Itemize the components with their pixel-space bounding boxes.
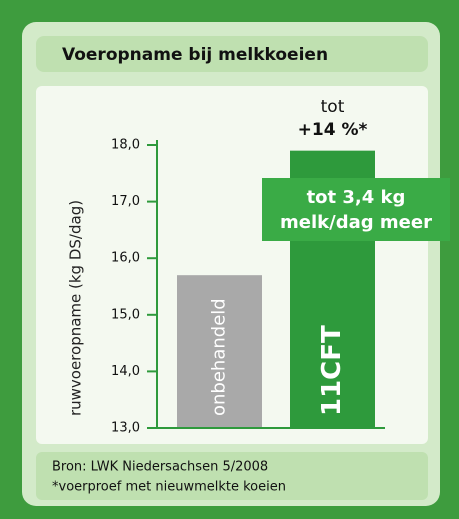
y-tick-label: 16,0 [111, 251, 140, 266]
bar-label: onbehandeld [209, 298, 230, 416]
callout: melk/dag meer [280, 212, 432, 233]
y-tick-label: 17,0 [111, 194, 140, 209]
y-tick-label: 13,0 [111, 421, 140, 436]
y-tick-label: 15,0 [111, 307, 140, 322]
bar [177, 275, 262, 428]
footer-note: *voerproef met nieuwmelkte koeien [52, 480, 286, 495]
chart-title: Voeropname bij melkkoeien [62, 45, 328, 65]
title-box [36, 36, 428, 72]
y-tick-label: 18,0 [111, 138, 140, 153]
annotation: tot [321, 97, 345, 117]
footer-source: Bron: LWK Niedersachsen 5/2008 [52, 460, 268, 475]
callout: tot 3,4 kg [307, 187, 406, 208]
bar-label: 11CFT [317, 325, 347, 416]
footer-box [36, 452, 428, 500]
callout-box [262, 178, 450, 241]
annotation: +14 %* [298, 120, 368, 140]
y-tick-label: 14,0 [111, 364, 140, 379]
y-axis-label: ruwvoeropname (kg DS/dag) [67, 200, 85, 416]
